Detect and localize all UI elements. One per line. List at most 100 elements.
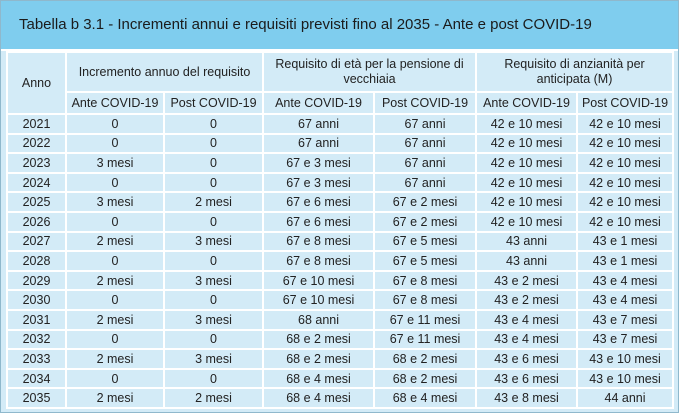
cell: 0: [162, 171, 265, 194]
cell: 43 anni: [475, 230, 579, 253]
cell: 68 e 2 mesi: [262, 348, 376, 370]
row: 2025 3 mesi 2 mesi 67 e 6 mesi 67 e 2 mesi 42…: [6, 191, 675, 213]
cell: 43 e 8 mesi: [475, 387, 579, 409]
cell: 0: [65, 171, 165, 194]
cell: 68 anni: [262, 308, 376, 331]
year-cell: 2033: [6, 348, 67, 370]
cell: 43 e 10 mesi: [576, 367, 675, 390]
cell: 67 e 8 mesi: [373, 289, 478, 311]
cell: 42 e 10 mesi: [475, 191, 579, 213]
year-cell: 2032: [6, 328, 67, 351]
year-cell: 2027: [6, 230, 67, 253]
row: 2035 2 mesi 2 mesi 68 e 4 mesi 68 e 4 mesi 43…: [6, 387, 675, 409]
cell: 43 e 10 mesi: [576, 348, 675, 370]
cell: 67 e 5 mesi: [373, 250, 478, 272]
cell: 3 mesi: [65, 152, 165, 174]
header-cell: Requisito di età per la pensione di vecc…: [262, 51, 478, 93]
cell: 43 e 7 mesi: [576, 308, 675, 331]
cell: 43 e 6 mesi: [475, 367, 579, 390]
cell: 2 mesi: [162, 191, 265, 213]
subheader-cell: Ante COVID-19: [65, 91, 165, 115]
year-cell: 2031: [6, 308, 67, 331]
cell: 67 e 10 mesi: [262, 289, 376, 311]
cell: 68 e 4 mesi: [373, 387, 478, 409]
cell: 43 e 6 mesi: [475, 348, 579, 370]
cell: 43 e 1 mesi: [576, 250, 675, 272]
row: 2023 3 mesi 0 67 e 3 mesi 67 anni 42 e 10 mes…: [6, 152, 675, 174]
subheader-cell: Ante COVID-19: [475, 91, 579, 115]
cell: 68 e 2 mesi: [262, 328, 376, 351]
row: 2032 0 0 68 e 2 mesi 67 e 11 mesi 43 e 4 mesi…: [6, 328, 675, 351]
row: 2024 0 0 67 e 3 mesi 67 anni 42 e 10 mesi 42 e…: [6, 171, 675, 194]
cell: 2 mesi: [65, 387, 165, 409]
title: Tabella b 3.1 - Incrementi annui e requi…: [1, 1, 678, 51]
cell: 67 e 11 mesi: [373, 328, 478, 351]
cell: 42 e 10 mesi: [576, 113, 675, 135]
cell: 67 anni: [262, 113, 376, 135]
cell: 43 e 4 mesi: [475, 308, 579, 331]
cell: 44 anni: [576, 387, 675, 409]
cell: 0: [65, 289, 165, 311]
cell: 67 e 6 mesi: [262, 191, 376, 213]
year-cell: 2034: [6, 367, 67, 390]
year-cell: 2029: [6, 269, 67, 292]
cell: 0: [162, 328, 265, 351]
subheader-cell: Post COVID-19: [373, 91, 478, 115]
year-cell: 2023: [6, 152, 67, 174]
cell: 43 e 1 mesi: [576, 230, 675, 253]
cell: 42 e 10 mesi: [475, 171, 579, 194]
cell: 67 e 8 mesi: [373, 269, 478, 292]
subheader-cell: Post COVID-19: [162, 91, 265, 115]
cell: 0: [65, 250, 165, 272]
cell: 3 mesi: [162, 348, 265, 370]
cell: 68 e 4 mesi: [262, 367, 376, 390]
cell: 67 e 11 mesi: [373, 308, 478, 331]
cell: 0: [65, 328, 165, 351]
cell: 2 mesi: [65, 308, 165, 331]
subheader-cell: Post COVID-19: [576, 91, 675, 115]
row: 2029 2 mesi 3 mesi 67 e 10 mesi 67 e 8 mesi 4…: [6, 269, 675, 292]
year-cell: 2022: [6, 132, 67, 155]
cell: 0: [162, 210, 265, 233]
row: 2027 2 mesi 3 mesi 67 e 8 mesi 67 e 5 mesi 43…: [6, 230, 675, 253]
cell: 43 e 4 mesi: [576, 269, 675, 292]
cell: 0: [65, 132, 165, 155]
row: 2030 0 0 67 e 10 mesi 67 e 8 mesi 43 e 2 mesi…: [6, 289, 675, 311]
header-cell: Anno: [6, 51, 67, 115]
cell: 42 e 10 mesi: [576, 210, 675, 233]
cell: 43 e 2 mesi: [475, 269, 579, 292]
year-cell: 2024: [6, 171, 67, 194]
year-cell: 2035: [6, 387, 67, 409]
cell: 43 e 4 mesi: [576, 289, 675, 311]
cell: 43 e 4 mesi: [475, 328, 579, 351]
cell: 67 anni: [373, 152, 478, 174]
subheader-cell: Ante COVID-19: [262, 91, 376, 115]
cell: 67 e 8 mesi: [262, 230, 376, 253]
cell: 43 anni: [475, 250, 579, 272]
year-cell: 2030: [6, 289, 67, 311]
cell: 3 mesi: [162, 230, 265, 253]
row: 2028 0 0 67 e 8 mesi 67 e 5 mesi 43 anni 43 e …: [6, 250, 675, 272]
cell: 43 e 7 mesi: [576, 328, 675, 351]
cell: 0: [162, 113, 265, 135]
cell: 0: [162, 132, 265, 155]
cell: 42 e 10 mesi: [475, 210, 579, 233]
table: Anno Incremento annuo del requisito Requ…: [6, 51, 675, 409]
cell: 68 e 2 mesi: [373, 348, 478, 370]
cell: 67 e 2 mesi: [373, 210, 478, 233]
row: 2031 2 mesi 3 mesi 68 anni 67 e 11 mesi 43 e …: [6, 308, 675, 331]
cell: 0: [65, 367, 165, 390]
cell: 67 e 8 mesi: [262, 250, 376, 272]
cell: 67 anni: [373, 171, 478, 194]
row: 2026 0 0 67 e 6 mesi 67 e 2 mesi 42 e 10 mesi…: [6, 210, 675, 233]
year-cell: 2025: [6, 191, 67, 213]
cell: 67 e 2 mesi: [373, 191, 478, 213]
cell: 68 e 4 mesi: [262, 387, 376, 409]
cell: 0: [162, 367, 265, 390]
cell: 2 mesi: [162, 387, 265, 409]
year-cell: 2021: [6, 113, 67, 135]
cell: 42 e 10 mesi: [576, 171, 675, 194]
cell: 42 e 10 mesi: [576, 132, 675, 155]
